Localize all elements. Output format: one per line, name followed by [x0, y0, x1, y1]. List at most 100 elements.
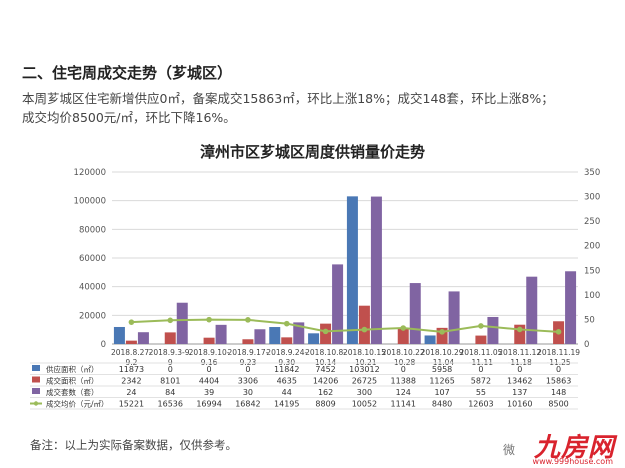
bar: [487, 316, 499, 344]
bar: [409, 283, 421, 344]
table-cell: 16536: [158, 400, 183, 409]
bar: [475, 335, 487, 344]
bar: [308, 333, 320, 344]
category-label: 2018.10.22: [382, 348, 425, 357]
bar: [526, 276, 538, 344]
category-label: 2018.8.27-: [111, 348, 152, 357]
chart-title: 漳州市区芗城区周度供销量价走势: [199, 143, 425, 161]
bar: [436, 327, 448, 344]
table-cell: 10052: [352, 400, 377, 409]
table-cell: 5872: [471, 377, 491, 386]
table-cell: 11873: [119, 365, 144, 374]
table-cell: 0: [478, 365, 483, 374]
table-cell: 0: [556, 365, 561, 374]
table-cell: 0: [168, 365, 173, 374]
table-cell: 300: [357, 388, 372, 397]
table-cell: 14206: [313, 377, 338, 386]
table-cell: 11265: [429, 377, 454, 386]
left-tick-label: 40000: [79, 283, 106, 293]
table-cell: 0: [207, 365, 212, 374]
table-cell: 0: [245, 365, 250, 374]
avg-price-point: [128, 319, 135, 325]
legend-marker: [32, 388, 40, 394]
bar: [332, 264, 344, 344]
legend-label: 成交均价（元/㎡）: [46, 399, 109, 409]
legend-label: 供应面积（㎡）: [46, 364, 99, 374]
bar: [448, 291, 460, 344]
left-tick-label: 120000: [74, 168, 106, 178]
table-cell: 44: [282, 388, 292, 397]
right-tick-label: 350: [584, 168, 600, 178]
right-tick-label: 300: [584, 193, 600, 203]
table-cell: 11141: [391, 400, 416, 409]
table-cell: 16994: [196, 400, 221, 409]
right-tick-label: 150: [584, 266, 600, 276]
legend-label: 成交套数（套）: [46, 387, 99, 397]
table-cell: 15863: [546, 377, 571, 386]
avg-price-point: [516, 326, 523, 333]
avg-price-point: [322, 328, 329, 335]
table-cell: 162: [318, 388, 333, 397]
bar: [281, 337, 293, 344]
table-cell: 7452: [315, 365, 335, 374]
avg-price-point: [555, 329, 562, 335]
table-cell: 11388: [391, 377, 416, 386]
avg-price-point: [167, 317, 174, 324]
legend-marker: [33, 401, 39, 406]
table-cell: 4404: [199, 377, 219, 386]
left-tick-label: 60000: [79, 254, 106, 264]
avg-price-line: [131, 318, 559, 333]
table-cell: 12603: [468, 400, 493, 409]
category-label: 2018.9.17-: [227, 348, 268, 357]
right-tick-label: 200: [584, 242, 600, 252]
bar: [293, 322, 305, 344]
table-cell: 8480: [432, 400, 452, 409]
summary-line-2: 成交均价8500元/㎡，环比下降16%。: [22, 110, 236, 125]
legend-marker: [32, 365, 40, 371]
right-tick-label: 0: [584, 340, 589, 350]
table-cell: 26725: [352, 377, 377, 386]
table-cell: 4635: [277, 377, 297, 386]
left-tick-label: 80000: [79, 225, 106, 235]
table-cell: 0: [401, 365, 406, 374]
bar: [565, 271, 577, 344]
bar: [176, 302, 188, 344]
bar: [125, 340, 137, 344]
category-label: 2018.10.8-: [305, 348, 346, 357]
avg-price-point: [478, 323, 484, 329]
brand-logo: 九房网: [533, 433, 615, 463]
footnote: 备注：以上为实际备案数据，仅供参考。: [30, 438, 237, 452]
table-cell: 11842: [274, 365, 299, 374]
avg-price-point: [400, 325, 407, 331]
category-label: 2018.9.24-: [266, 348, 307, 357]
bar: [113, 326, 125, 344]
bar: [269, 327, 281, 344]
table-cell: 55: [476, 388, 486, 397]
bar: [137, 332, 149, 344]
table-cell: 14195: [274, 400, 299, 409]
avg-price-point: [245, 317, 251, 323]
left-tick-label: 20000: [79, 311, 106, 321]
category-label: 2018.11.05: [459, 348, 502, 357]
avg-price-point: [439, 329, 445, 335]
bar: [215, 324, 227, 344]
avg-price-point: [361, 326, 368, 333]
right-tick-label: 100: [584, 291, 600, 301]
right-tick-label: 250: [584, 217, 600, 227]
table-cell: 5958: [432, 365, 452, 374]
bar: [346, 196, 358, 344]
bar: [370, 196, 382, 344]
avg-price-point: [283, 320, 290, 327]
right-tick-label: 50: [584, 315, 595, 325]
category-label: 2018.11.12: [498, 348, 541, 357]
bar: [242, 339, 254, 344]
bar: [424, 335, 436, 344]
table-cell: 16842: [235, 400, 260, 409]
table-cell: 0: [517, 365, 522, 374]
table-cell: 2342: [121, 377, 141, 386]
category-label: 2018.10.29: [421, 348, 464, 357]
left-tick-label: 100000: [74, 197, 106, 207]
avg-price-point: [206, 316, 212, 323]
table-cell: 3306: [238, 377, 258, 386]
